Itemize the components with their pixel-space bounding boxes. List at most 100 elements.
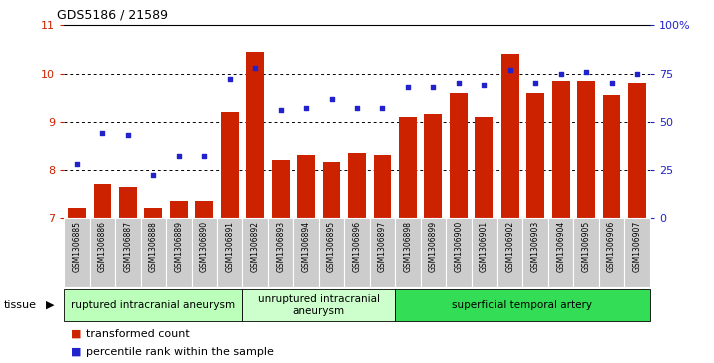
Bar [624,218,650,287]
Bar [577,81,595,218]
Point [249,65,261,71]
Point [71,161,83,167]
Text: GSM1306904: GSM1306904 [556,221,565,273]
Text: tissue: tissue [4,300,36,310]
Point [173,153,184,159]
Bar [628,83,646,218]
Point [530,80,541,86]
Point [122,132,134,138]
Text: transformed count: transformed count [86,329,189,339]
Text: GSM1306902: GSM1306902 [506,221,514,272]
Bar [446,218,471,287]
Bar [424,114,442,218]
Text: GSM1306898: GSM1306898 [403,221,413,272]
Bar [399,117,417,218]
Bar [497,218,523,287]
Point [275,107,286,113]
Bar [450,93,468,218]
Text: GSM1306901: GSM1306901 [480,221,489,272]
Text: GSM1306894: GSM1306894 [301,221,311,272]
Bar [373,155,391,218]
Text: GSM1306905: GSM1306905 [582,221,590,273]
Text: ruptured intracranial aneurysm: ruptured intracranial aneurysm [71,300,236,310]
Text: GSM1306889: GSM1306889 [174,221,183,272]
Text: GSM1306899: GSM1306899 [429,221,438,272]
Bar [395,289,650,321]
Bar [501,54,518,218]
Bar [476,117,493,218]
Bar [323,163,341,218]
Text: GSM1306900: GSM1306900 [454,221,463,273]
Text: percentile rank within the sample: percentile rank within the sample [86,347,273,357]
Point [606,80,618,86]
Text: GSM1306892: GSM1306892 [251,221,260,272]
Bar [344,218,370,287]
Bar [599,218,624,287]
Point [453,80,465,86]
Text: GSM1306887: GSM1306887 [124,221,132,272]
Point [428,84,439,90]
Bar [170,201,188,218]
Bar [68,208,86,218]
Bar [166,218,191,287]
Point [555,70,566,76]
Text: unruptured intracranial
aneurysm: unruptured intracranial aneurysm [258,294,380,316]
Point [96,130,108,136]
Bar [115,218,141,287]
Point [402,84,413,90]
Text: GSM1306903: GSM1306903 [531,221,540,273]
Text: GSM1306885: GSM1306885 [73,221,81,272]
Point [301,105,312,111]
Text: ■: ■ [71,329,82,339]
Text: ■: ■ [71,347,82,357]
Point [148,172,159,178]
Text: GSM1306896: GSM1306896 [353,221,361,272]
Text: GSM1306886: GSM1306886 [98,221,107,272]
Text: GSM1306895: GSM1306895 [327,221,336,272]
Bar [64,218,90,287]
Point [631,70,643,76]
Text: GSM1306888: GSM1306888 [149,221,158,272]
Bar [573,218,599,287]
Point [351,105,363,111]
Bar [119,187,137,218]
Bar [523,218,548,287]
Text: GSM1306890: GSM1306890 [200,221,208,272]
Bar [471,218,497,287]
Bar [370,218,395,287]
Bar [272,160,290,218]
Text: GSM1306893: GSM1306893 [276,221,285,272]
Point [326,95,337,101]
Bar [94,184,111,218]
Bar [64,289,243,321]
Point [478,82,490,88]
Bar [268,218,293,287]
Bar [293,218,319,287]
Point [580,69,592,74]
Bar [90,218,115,287]
Point [224,76,236,82]
Text: GSM1306897: GSM1306897 [378,221,387,272]
Point [377,105,388,111]
Bar [217,218,243,287]
Bar [395,218,421,287]
Bar [191,218,217,287]
Text: GSM1306907: GSM1306907 [633,221,641,273]
Text: GSM1306891: GSM1306891 [225,221,234,272]
Bar [552,81,570,218]
Text: superficial temporal artery: superficial temporal artery [453,300,593,310]
Bar [144,208,162,218]
Bar [548,218,573,287]
Point [504,67,516,73]
Bar [246,52,264,218]
Bar [221,112,238,218]
Bar [421,218,446,287]
Bar [196,201,213,218]
Bar [348,153,366,218]
Bar [141,218,166,287]
Bar [297,155,315,218]
Bar [243,289,395,321]
Text: ▶: ▶ [46,300,55,310]
Bar [243,218,268,287]
Text: GSM1306906: GSM1306906 [607,221,616,273]
